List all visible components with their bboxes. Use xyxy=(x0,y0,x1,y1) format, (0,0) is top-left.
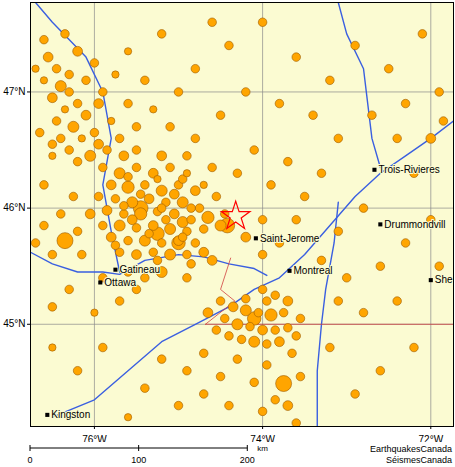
svg-text:46°N: 46°N xyxy=(3,202,25,213)
svg-text:She: She xyxy=(435,274,453,285)
svg-text:76°W: 76°W xyxy=(82,434,107,442)
svg-text:47°N: 47°N xyxy=(3,86,25,97)
svg-text:72°W: 72°W xyxy=(419,434,444,442)
svg-text:Saint-Jerome: Saint-Jerome xyxy=(260,233,320,244)
svg-text:Gatineau: Gatineau xyxy=(119,264,160,275)
svg-text:45°N: 45°N xyxy=(3,318,25,329)
svg-text:0: 0 xyxy=(27,455,32,465)
svg-text:Drummondvill: Drummondvill xyxy=(384,219,445,230)
svg-text:74°W: 74°W xyxy=(250,434,275,442)
svg-text:SéismesCanada: SéismesCanada xyxy=(386,455,452,465)
svg-text:EarthquakesCanada: EarthquakesCanada xyxy=(370,444,452,454)
svg-text:200: 200 xyxy=(240,455,255,465)
svg-text:Trois-Rivieres: Trois-Rivieres xyxy=(378,164,439,175)
svg-text:Ottawa: Ottawa xyxy=(104,277,136,288)
svg-text:km: km xyxy=(257,444,268,453)
svg-text:Montreal: Montreal xyxy=(294,265,333,276)
svg-text:100: 100 xyxy=(131,455,146,465)
svg-text:Kingston: Kingston xyxy=(51,409,90,420)
